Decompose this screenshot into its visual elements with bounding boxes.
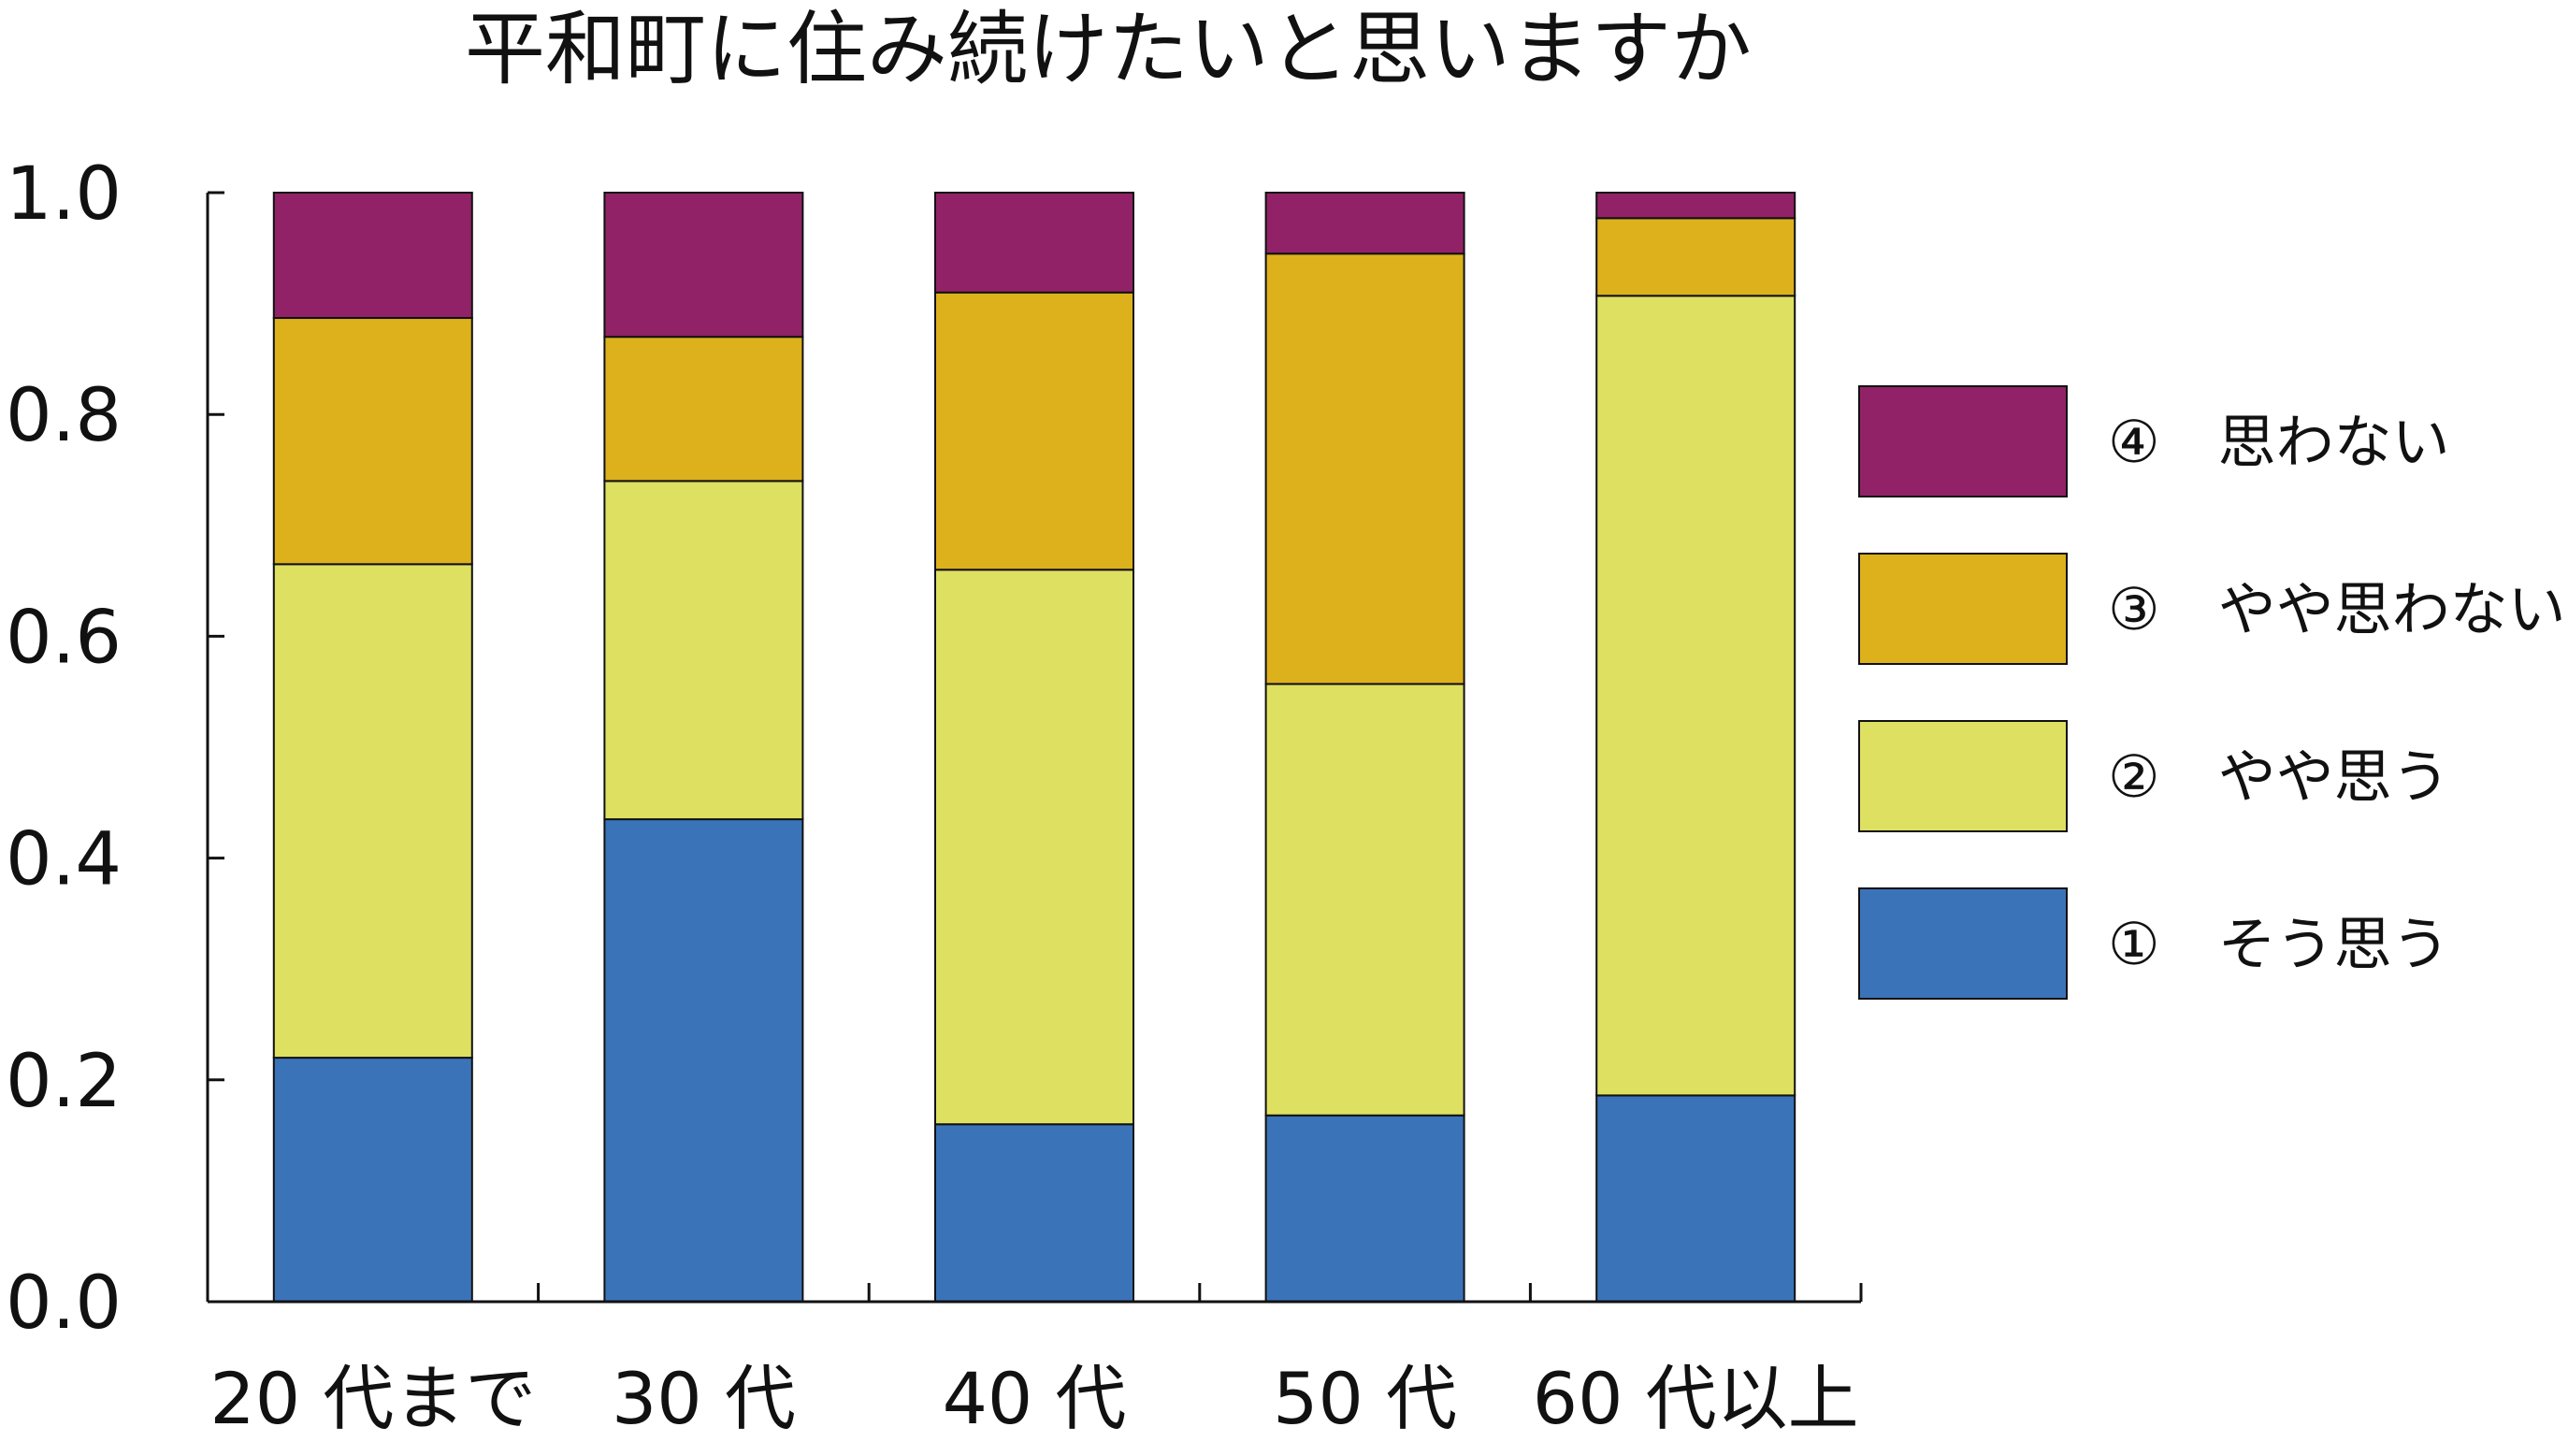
y-tick-label: 0.8 bbox=[6, 374, 122, 458]
bar-segment-2-series-2 bbox=[603, 480, 804, 821]
legend-swatch bbox=[1858, 887, 2068, 1000]
bar-segment-2-series-1 bbox=[603, 818, 804, 1303]
bar-segment-2-series-4 bbox=[603, 192, 804, 339]
bar-segment-5-series-2 bbox=[1595, 295, 1796, 1097]
bar-segment-5-series-3 bbox=[1595, 217, 1796, 297]
bar-segment-2-series-3 bbox=[603, 336, 804, 483]
y-tick-label: 0.6 bbox=[6, 596, 122, 680]
chart-title: 平和町に住み続けたいと思いますか bbox=[465, 3, 1752, 96]
bar-segment-1-series-4 bbox=[272, 192, 473, 320]
y-tick-label: 0.4 bbox=[6, 818, 122, 902]
bar-segment-5-series-4 bbox=[1595, 192, 1796, 220]
legend-label: ② やや思う bbox=[2108, 742, 2450, 811]
bar-segment-1-series-2 bbox=[272, 563, 473, 1060]
bar-segment-3-series-1 bbox=[934, 1123, 1134, 1303]
bar-segment-1-series-1 bbox=[272, 1057, 473, 1303]
bar-segment-4-series-1 bbox=[1264, 1114, 1465, 1303]
y-tick-label: 1.0 bbox=[6, 152, 122, 237]
bar-segment-3-series-4 bbox=[934, 192, 1134, 294]
bar-segment-3-series-3 bbox=[934, 291, 1134, 571]
x-tick-label: 20 代まで bbox=[209, 1357, 536, 1440]
bar-segment-5-series-1 bbox=[1595, 1094, 1796, 1304]
legend-label: ③ やや思わない bbox=[2108, 575, 2566, 643]
y-tick-label: 0.2 bbox=[6, 1040, 122, 1124]
x-tick-label: 30 代 bbox=[612, 1357, 796, 1440]
bar-segment-4-series-4 bbox=[1264, 192, 1465, 255]
legend-swatch bbox=[1858, 720, 2068, 832]
bar-segment-1-series-3 bbox=[272, 317, 473, 566]
bar-segment-4-series-2 bbox=[1264, 683, 1465, 1117]
y-tick-label: 0.0 bbox=[6, 1261, 122, 1346]
x-tick-label: 40 代 bbox=[943, 1357, 1127, 1440]
legend-swatch bbox=[1858, 553, 2068, 665]
x-tick-label: 50 代 bbox=[1273, 1357, 1457, 1440]
x-tick-label: 60 代以上 bbox=[1533, 1357, 1859, 1440]
legend-label: ④ 思わない bbox=[2108, 408, 2450, 476]
legend-label: ① そう思う bbox=[2108, 910, 2450, 978]
bar-segment-3-series-2 bbox=[934, 569, 1134, 1126]
bar-segment-4-series-3 bbox=[1264, 252, 1465, 685]
legend-swatch bbox=[1858, 385, 2068, 497]
